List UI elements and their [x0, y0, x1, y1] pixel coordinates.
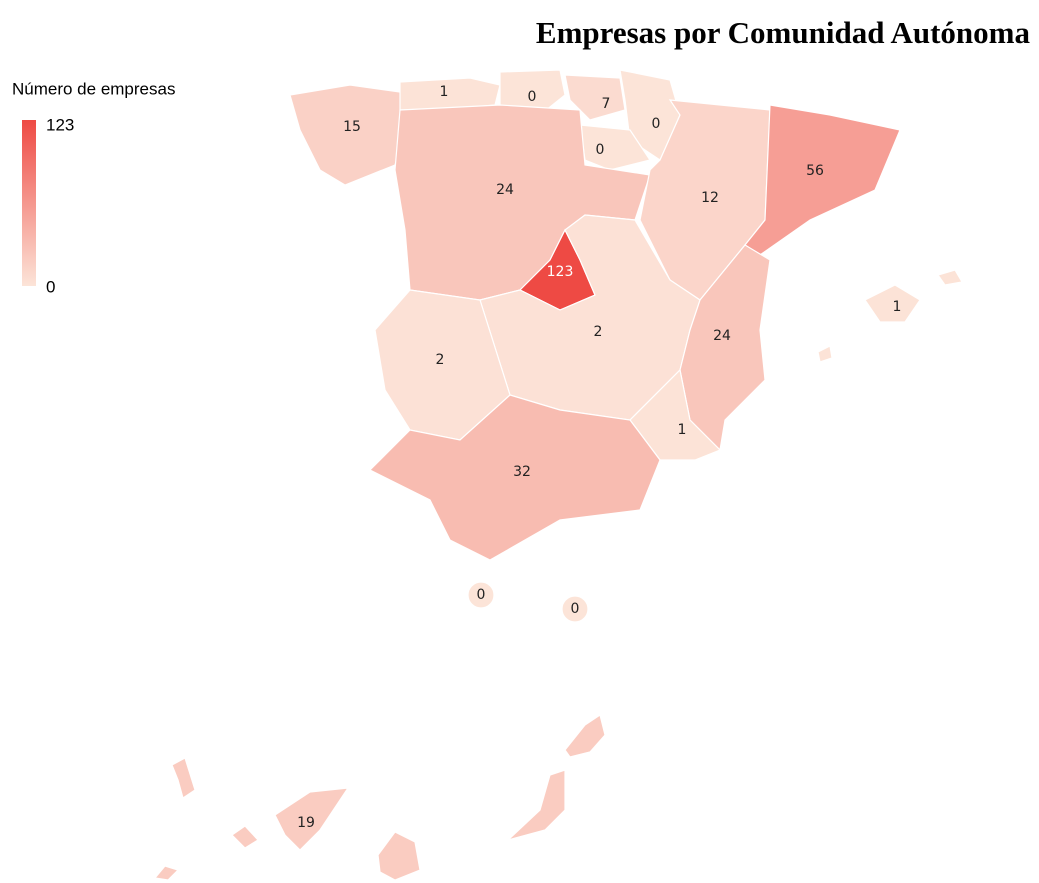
region-label: 19 [297, 815, 315, 831]
region-label: 0 [528, 89, 537, 105]
region [467, 581, 495, 609]
region [499, 69, 566, 116]
region-label: 24 [713, 328, 731, 344]
region [377, 831, 421, 881]
region-label: 2 [436, 352, 445, 368]
region-label: 12 [701, 190, 719, 206]
region [561, 595, 589, 623]
region [231, 825, 259, 849]
region [937, 269, 963, 286]
region-label: 2 [594, 324, 603, 340]
region [679, 244, 771, 452]
region [153, 865, 180, 881]
region-label: 0 [596, 142, 605, 158]
legend-title: Número de empresas [12, 79, 175, 98]
region-label: 1 [893, 299, 902, 315]
legend-max: 123 [46, 115, 74, 134]
region-label: 1 [678, 422, 687, 438]
region-label: 0 [477, 587, 486, 603]
region [171, 757, 196, 799]
region [507, 769, 566, 841]
region [864, 284, 921, 323]
region-label: 0 [571, 601, 580, 617]
region [817, 345, 833, 363]
region-label: 56 [806, 163, 824, 179]
region [289, 84, 406, 186]
region-label: 24 [496, 182, 514, 198]
region-label: 15 [343, 119, 361, 135]
region [744, 104, 901, 256]
chart-title: Empresas por Comunidad Autónoma [536, 15, 1031, 50]
region-label: 32 [513, 464, 531, 480]
region-label: 1 [440, 84, 449, 100]
region-label: 0 [652, 116, 661, 132]
region-label: 7 [602, 96, 611, 112]
region [274, 787, 350, 851]
legend-min: 0 [46, 277, 55, 296]
legend-gradient [22, 120, 36, 286]
region [564, 714, 606, 758]
region [368, 394, 661, 561]
region [564, 74, 626, 121]
region-label: 123 [547, 264, 574, 280]
